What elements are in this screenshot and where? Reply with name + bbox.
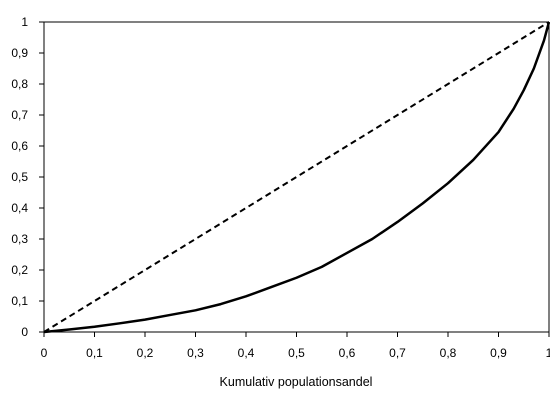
y-tick-label: 0 bbox=[21, 325, 28, 339]
equality-line bbox=[43, 21, 550, 333]
y-tick-label: 0,2 bbox=[11, 263, 28, 277]
y-tick-label: 0,7 bbox=[11, 108, 28, 122]
x-tick-label: 0,1 bbox=[86, 346, 103, 360]
x-axis-title: Kumulativ populationsandel bbox=[220, 375, 373, 389]
x-tick-label: 0,5 bbox=[288, 346, 305, 360]
x-tick-label: 0 bbox=[41, 346, 48, 360]
x-tick-label: 0,7 bbox=[389, 346, 406, 360]
x-tick-label: 1 bbox=[546, 346, 550, 360]
y-tick-label: 0,9 bbox=[11, 46, 28, 60]
y-tick-label: 0,4 bbox=[11, 201, 28, 215]
y-tick-label: 0,8 bbox=[11, 77, 28, 91]
x-tick-label: 0,3 bbox=[187, 346, 204, 360]
x-tick-label: 0,6 bbox=[339, 346, 356, 360]
y-tick-label: 0,6 bbox=[11, 139, 28, 153]
y-tick-label: 0,5 bbox=[11, 170, 28, 184]
y-tick-label: 0,3 bbox=[11, 232, 28, 246]
series-group bbox=[43, 21, 550, 334]
axes bbox=[39, 21, 550, 337]
x-tick-label: 0,9 bbox=[490, 346, 507, 360]
x-tick-label: 0,2 bbox=[137, 346, 154, 360]
y-tick-labels: 0 0,1 0,2 0,3 0,4 0,5 0,6 0,7 0,8 0,9 1 bbox=[11, 15, 28, 339]
y-tick-label: 1 bbox=[21, 15, 28, 29]
lorenz-curve bbox=[43, 21, 550, 334]
x-tick-labels: 0 0,1 0,2 0,3 0,4 0,5 0,6 0,7 0,8 0,9 1 bbox=[41, 346, 550, 360]
x-tick-label: 0,4 bbox=[238, 346, 255, 360]
x-tick-label: 0,8 bbox=[440, 346, 457, 360]
y-tick-label: 0,1 bbox=[11, 294, 28, 308]
